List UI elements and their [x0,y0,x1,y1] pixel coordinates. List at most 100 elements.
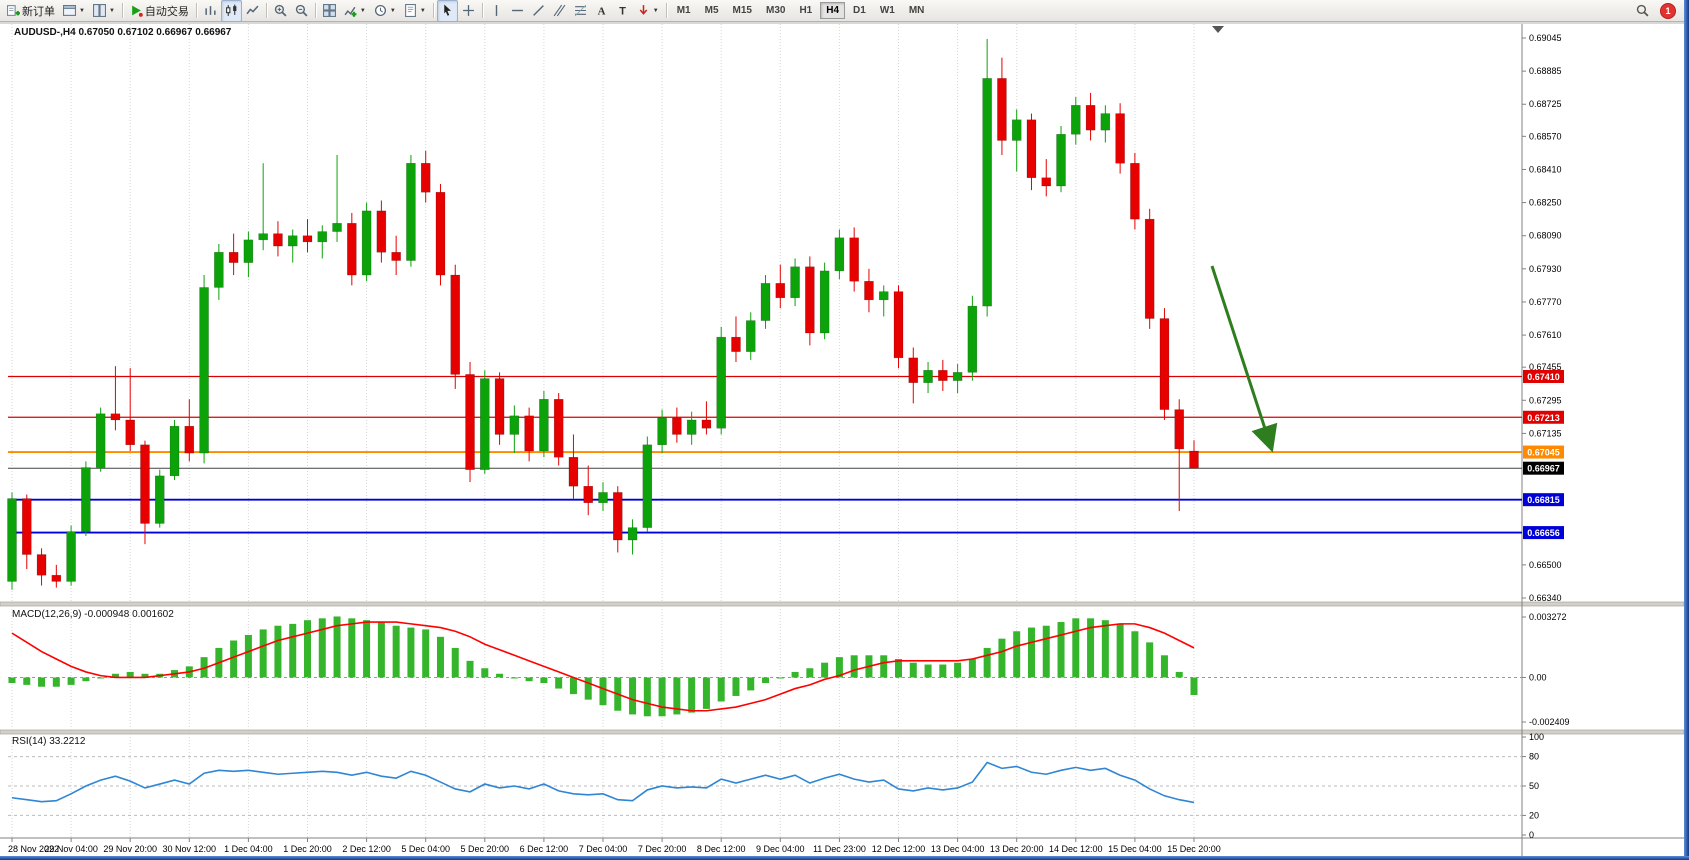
macd-bar [38,677,46,687]
candle-body [347,223,357,276]
candle-body [1011,119,1022,141]
candle-body [140,444,150,524]
horizontal-line-icon [511,9,523,12]
timeframe-m15-button[interactable]: M15 [732,5,752,16]
candle-body [746,320,756,352]
timeframe-w1-button[interactable]: W1 [879,5,895,16]
indicators-button[interactable]: ▼ [340,0,370,22]
templates-button[interactable]: ▼ [400,0,430,22]
macd-bar [776,677,784,679]
profiles-icon [63,5,76,16]
macd-bar [555,677,563,689]
timeframe-m5-button[interactable]: M5 [704,5,719,16]
zoom-out-button[interactable] [291,0,312,22]
notification-badge[interactable]: 1 [1660,2,1676,19]
candle-body [997,78,1007,141]
indicators-icon [344,6,357,17]
zoom-in-button[interactable] [270,0,291,22]
autotrading-icon [132,5,143,17]
timeframe-d1-button[interactable]: D1 [853,5,866,16]
macd-bar [1042,625,1050,678]
candle-body [361,210,372,276]
text-label-button[interactable]: T [612,0,633,22]
autotrading-button[interactable]: 自动交易 [126,0,193,22]
panel-separator[interactable] [0,729,1685,735]
macd-bar [1175,671,1183,678]
candle-body [731,336,741,352]
timeframe-mn-button[interactable]: MN [908,5,925,16]
fibonacci-button[interactable] [570,0,591,22]
toolbar-right: 1 [1632,0,1686,22]
text-button[interactable]: A [591,0,612,22]
candle-body [568,456,579,487]
price-line-label-box [1523,369,1564,383]
candle-body [938,370,948,381]
templates-icon [404,4,416,17]
vertical-line-button[interactable] [486,0,507,22]
macd-bar [392,625,400,678]
price-line-label-box [1523,461,1564,475]
price-line-label: 0.67045 [1527,448,1560,458]
horizontal-line-button[interactable] [507,0,528,22]
timeframe-m30-button[interactable]: M30 [765,5,786,16]
bar-chart-mode-button[interactable] [200,0,221,22]
cursor-icon [444,4,451,16]
candle-body [450,274,460,375]
channel-icon [553,4,566,17]
line-chart-icon [246,5,259,15]
time-tick-label: 29 Nov 20:00 [103,844,157,854]
candle-body [51,574,62,582]
periods-button[interactable]: ▼ [370,0,400,22]
candle-body [878,291,889,301]
text-label-icon: T [619,5,626,17]
arrows-button[interactable]: ▼ [633,0,663,22]
macd-bar [111,673,119,678]
chart-shift-marker[interactable] [1212,26,1224,33]
candle-body [66,531,76,582]
tile-windows-button[interactable] [319,0,340,22]
macd-bar [274,625,282,678]
dropdown-caret-icon: ▼ [652,7,659,14]
macd-bar [584,677,592,700]
macd-bar [525,677,533,682]
bar-chart-icon [205,6,216,15]
search-button[interactable] [1632,0,1653,22]
charts-window-button[interactable]: ▼ [89,0,119,22]
candle-body [258,233,268,241]
trend-arrow-annotation[interactable] [1210,265,1278,453]
macd-bar [1027,627,1035,678]
candle-body [1026,119,1037,178]
profiles-button[interactable]: ▼ [59,0,89,22]
new-order-button[interactable]: 新订单 [3,0,59,22]
line-chart-mode-button[interactable] [242,0,263,22]
vertical-line-icon [495,5,497,16]
candle-body [302,235,313,243]
cursor-button[interactable] [436,0,458,22]
timeframe-h1-button[interactable]: H1 [799,5,813,16]
panel-separator[interactable] [0,601,1685,607]
timeframe-h4-button[interactable]: H4 [820,2,846,19]
rsi-line [11,761,1195,804]
candle-body [908,357,919,383]
candle-body [406,162,416,261]
price-line-label: 0.66967 [1527,464,1560,474]
macd-bar [643,677,651,717]
price-line-label-box [1523,493,1564,507]
candle-body [819,270,830,334]
dropdown-caret-icon: ▼ [389,7,396,14]
price-axis[interactable]: 0.69045 0.68885 0.68725 0.68570 0.68410 0.682… [1522,33,1564,603]
candle-body [155,475,165,524]
svg-text:A: A [597,5,605,17]
time-tick-label: 15 Dec 20:00 [1167,844,1221,854]
macd-bar [939,664,947,678]
candle-chart-mode-button[interactable] [220,0,242,22]
macd-bar [23,677,31,685]
candle-body [834,237,845,272]
timeframe-m1-button[interactable]: M1 [676,5,691,16]
candle-body [1174,409,1184,450]
crosshair-button[interactable] [458,0,479,22]
equidistant-channel-button[interactable] [549,0,570,22]
macd-bar [67,677,75,685]
trendline-button[interactable] [528,0,549,22]
